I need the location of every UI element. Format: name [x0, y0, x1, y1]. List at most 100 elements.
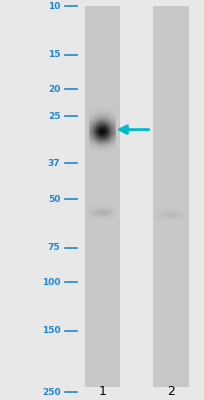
Bar [99, 143, 100, 144]
Bar [103, 135, 104, 136]
Bar [96, 115, 97, 116]
Bar [113, 146, 114, 147]
Bar [95, 125, 96, 126]
Bar [107, 121, 108, 122]
Bar [103, 142, 104, 143]
Bar [104, 152, 105, 153]
Bar [99, 112, 100, 113]
Bar [113, 145, 114, 146]
Bar [113, 113, 114, 114]
Bar [100, 107, 101, 108]
Bar [97, 109, 98, 110]
Bar [100, 143, 101, 144]
Bar [91, 119, 92, 120]
Bar [100, 133, 101, 134]
Bar [113, 137, 114, 138]
Bar [106, 134, 107, 135]
Bar [108, 118, 109, 119]
Bar [110, 142, 111, 143]
Bar [109, 117, 110, 118]
Bar [108, 125, 109, 126]
Bar [114, 138, 115, 139]
Bar [89, 120, 90, 121]
Bar [92, 144, 93, 145]
Bar [105, 109, 106, 110]
Bar [95, 127, 96, 128]
Bar [114, 123, 115, 124]
Bar [89, 121, 90, 122]
Text: 15: 15 [48, 50, 60, 59]
Bar [112, 143, 113, 144]
Bar [102, 151, 103, 152]
Bar [97, 106, 98, 107]
Bar [114, 114, 115, 115]
Bar [107, 128, 108, 129]
Bar [108, 140, 109, 141]
Bar [95, 132, 96, 133]
Bar [88, 119, 89, 120]
Text: 20: 20 [48, 85, 60, 94]
Bar [89, 152, 90, 153]
Bar [99, 124, 100, 125]
Bar [110, 122, 111, 123]
Bar [103, 144, 104, 145]
Bar [111, 143, 112, 144]
Bar [107, 143, 108, 144]
Bar [108, 152, 109, 153]
Bar [109, 152, 110, 153]
Bar [104, 140, 105, 141]
Bar [98, 139, 99, 140]
Bar [103, 108, 104, 109]
Bar [94, 114, 95, 115]
Bar [97, 135, 98, 136]
Bar [95, 121, 96, 122]
Bar [106, 137, 107, 138]
Bar [102, 142, 103, 143]
Bar [112, 125, 113, 126]
Bar [99, 135, 100, 136]
Bar [106, 141, 107, 142]
Bar [100, 117, 101, 118]
Bar [92, 133, 93, 134]
Bar [92, 110, 93, 111]
Bar [103, 125, 104, 126]
Bar [98, 113, 99, 114]
Bar [114, 139, 115, 140]
Bar [89, 106, 90, 107]
Bar [94, 110, 95, 111]
Bar [102, 146, 103, 147]
Bar [102, 128, 103, 129]
Bar [115, 121, 116, 122]
Bar [102, 127, 103, 128]
Bar [93, 140, 94, 141]
Bar [109, 125, 110, 126]
Bar [91, 144, 92, 145]
Bar [107, 109, 108, 110]
Bar [103, 113, 104, 114]
Bar [114, 133, 115, 134]
Bar [109, 134, 110, 135]
Bar [111, 139, 112, 140]
Bar [90, 131, 91, 132]
Bar [92, 145, 93, 146]
Bar [112, 144, 113, 145]
Bar [108, 142, 109, 143]
Bar [94, 136, 95, 137]
Bar [102, 134, 103, 135]
Bar [93, 126, 94, 127]
Bar [97, 124, 98, 125]
Bar [92, 126, 93, 127]
Bar [98, 133, 99, 134]
Bar [104, 133, 105, 134]
Text: 1: 1 [98, 385, 106, 398]
Bar [88, 109, 89, 110]
Bar [99, 150, 100, 151]
Bar [101, 147, 102, 148]
Bar [115, 127, 116, 128]
Bar [93, 130, 94, 131]
Bar [112, 116, 113, 117]
Bar [100, 146, 101, 147]
Bar [98, 136, 99, 137]
Bar [94, 131, 95, 132]
Bar [98, 143, 99, 144]
